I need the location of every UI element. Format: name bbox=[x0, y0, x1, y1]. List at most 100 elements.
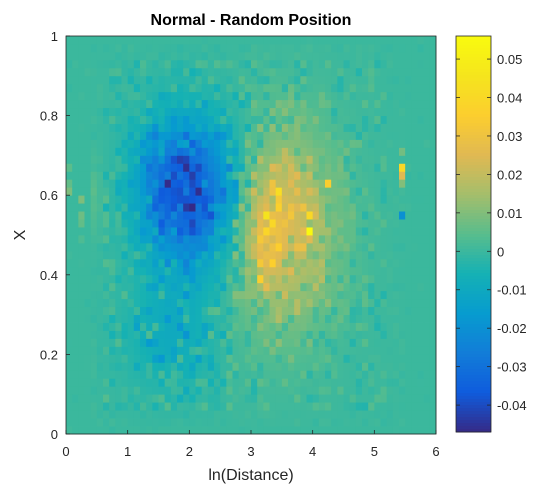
heatmap-cell bbox=[275, 314, 283, 323]
heatmap-cell bbox=[232, 258, 240, 268]
heatmap-cell bbox=[140, 330, 147, 339]
heatmap-cell bbox=[300, 250, 307, 260]
heatmap-cell bbox=[189, 179, 196, 188]
heatmap-cell bbox=[133, 290, 141, 300]
heatmap-cell bbox=[399, 131, 406, 140]
heatmap-cell bbox=[96, 171, 104, 180]
heatmap-cell bbox=[152, 83, 159, 93]
heatmap-cell bbox=[386, 258, 394, 268]
heatmap-cell bbox=[331, 250, 338, 260]
heatmap-cell bbox=[214, 203, 221, 212]
heatmap-cell bbox=[269, 147, 277, 156]
heatmap-cell bbox=[306, 227, 314, 236]
heatmap-cell bbox=[306, 418, 314, 427]
heatmap-cell bbox=[294, 402, 301, 411]
heatmap-cell bbox=[392, 171, 400, 180]
colorbar-step bbox=[456, 282, 491, 286]
heatmap-cell bbox=[207, 51, 215, 61]
heatmap-cell bbox=[429, 258, 437, 268]
heatmap-cell bbox=[263, 187, 270, 196]
colorbar-step bbox=[456, 387, 491, 391]
heatmap-cell bbox=[121, 147, 129, 156]
heatmap-cell bbox=[423, 51, 431, 61]
heatmap-cell bbox=[294, 306, 301, 315]
heatmap-cell bbox=[380, 394, 388, 403]
heatmap-cell bbox=[368, 36, 375, 45]
heatmap-cell bbox=[66, 211, 73, 220]
heatmap-cell bbox=[318, 123, 326, 132]
heatmap-cell bbox=[257, 91, 264, 101]
heatmap-cell bbox=[331, 203, 338, 212]
heatmap-cell bbox=[72, 322, 79, 331]
heatmap-cell bbox=[226, 123, 233, 132]
heatmap-cell bbox=[362, 370, 369, 379]
heatmap-cell bbox=[251, 187, 258, 196]
heatmap-cell bbox=[127, 258, 135, 268]
heatmap-cell bbox=[232, 75, 240, 85]
heatmap-cell bbox=[331, 107, 338, 116]
heatmap-cell bbox=[201, 107, 209, 116]
heatmap-cell bbox=[177, 346, 184, 355]
heatmap-cell bbox=[96, 370, 104, 379]
heatmap-cell bbox=[368, 67, 375, 77]
heatmap-cell bbox=[66, 147, 73, 156]
heatmap-cell bbox=[386, 83, 394, 93]
heatmap-cell bbox=[183, 163, 190, 172]
heatmap-cell bbox=[300, 107, 307, 116]
heatmap-cell bbox=[349, 322, 357, 331]
heatmap-cell bbox=[84, 306, 92, 315]
heatmap-cell bbox=[318, 43, 326, 53]
heatmap-cell bbox=[201, 59, 209, 69]
heatmap-cell bbox=[417, 274, 425, 284]
heatmap-cell bbox=[72, 107, 79, 116]
colorbar-step bbox=[456, 147, 491, 151]
heatmap-cell bbox=[115, 338, 122, 347]
heatmap-cell bbox=[201, 211, 209, 220]
heatmap-cell bbox=[232, 59, 240, 69]
heatmap-cell bbox=[374, 410, 381, 419]
heatmap-cell bbox=[146, 402, 153, 411]
heatmap-cell bbox=[214, 115, 221, 124]
heatmap-cell bbox=[207, 163, 215, 172]
heatmap-cell bbox=[121, 426, 129, 435]
heatmap-cell bbox=[66, 107, 73, 116]
heatmap-cell bbox=[244, 83, 252, 93]
heatmap-cell bbox=[318, 282, 326, 292]
heatmap-cell bbox=[362, 51, 369, 61]
heatmap-cell bbox=[90, 179, 98, 188]
heatmap-cell bbox=[362, 187, 369, 196]
heatmap-cell bbox=[368, 115, 375, 124]
heatmap-cell bbox=[226, 107, 233, 116]
colorbar-step bbox=[456, 225, 491, 229]
heatmap-cell bbox=[355, 36, 363, 45]
heatmap-cell bbox=[103, 386, 110, 395]
heatmap-cell bbox=[337, 139, 344, 148]
heatmap-cell bbox=[257, 163, 264, 172]
heatmap-cell bbox=[226, 378, 233, 387]
heatmap-cell bbox=[103, 362, 110, 371]
heatmap-cell bbox=[423, 402, 431, 411]
heatmap-cell bbox=[146, 43, 153, 53]
heatmap-cell bbox=[281, 171, 289, 180]
heatmap-cell bbox=[207, 330, 215, 339]
heatmap-cell bbox=[269, 274, 277, 284]
heatmap-cell bbox=[318, 139, 326, 148]
heatmap-cell bbox=[325, 36, 332, 45]
heatmap-cell bbox=[281, 203, 289, 212]
heatmap-cell bbox=[281, 155, 289, 164]
heatmap-cell bbox=[115, 51, 122, 61]
heatmap-cell bbox=[183, 362, 190, 371]
heatmap-cell bbox=[146, 195, 153, 204]
heatmap-cell bbox=[374, 67, 381, 77]
heatmap-cell bbox=[281, 330, 289, 339]
heatmap-cell bbox=[423, 274, 431, 284]
heatmap-cell bbox=[362, 410, 369, 419]
heatmap-cell bbox=[164, 242, 172, 252]
heatmap-cell bbox=[306, 123, 314, 132]
heatmap-cell bbox=[121, 139, 129, 148]
y-axis-label: X bbox=[12, 229, 29, 240]
heatmap-cell bbox=[349, 67, 357, 77]
heatmap-cell bbox=[207, 59, 215, 69]
heatmap-cell bbox=[318, 179, 326, 188]
heatmap-cell bbox=[368, 362, 375, 371]
